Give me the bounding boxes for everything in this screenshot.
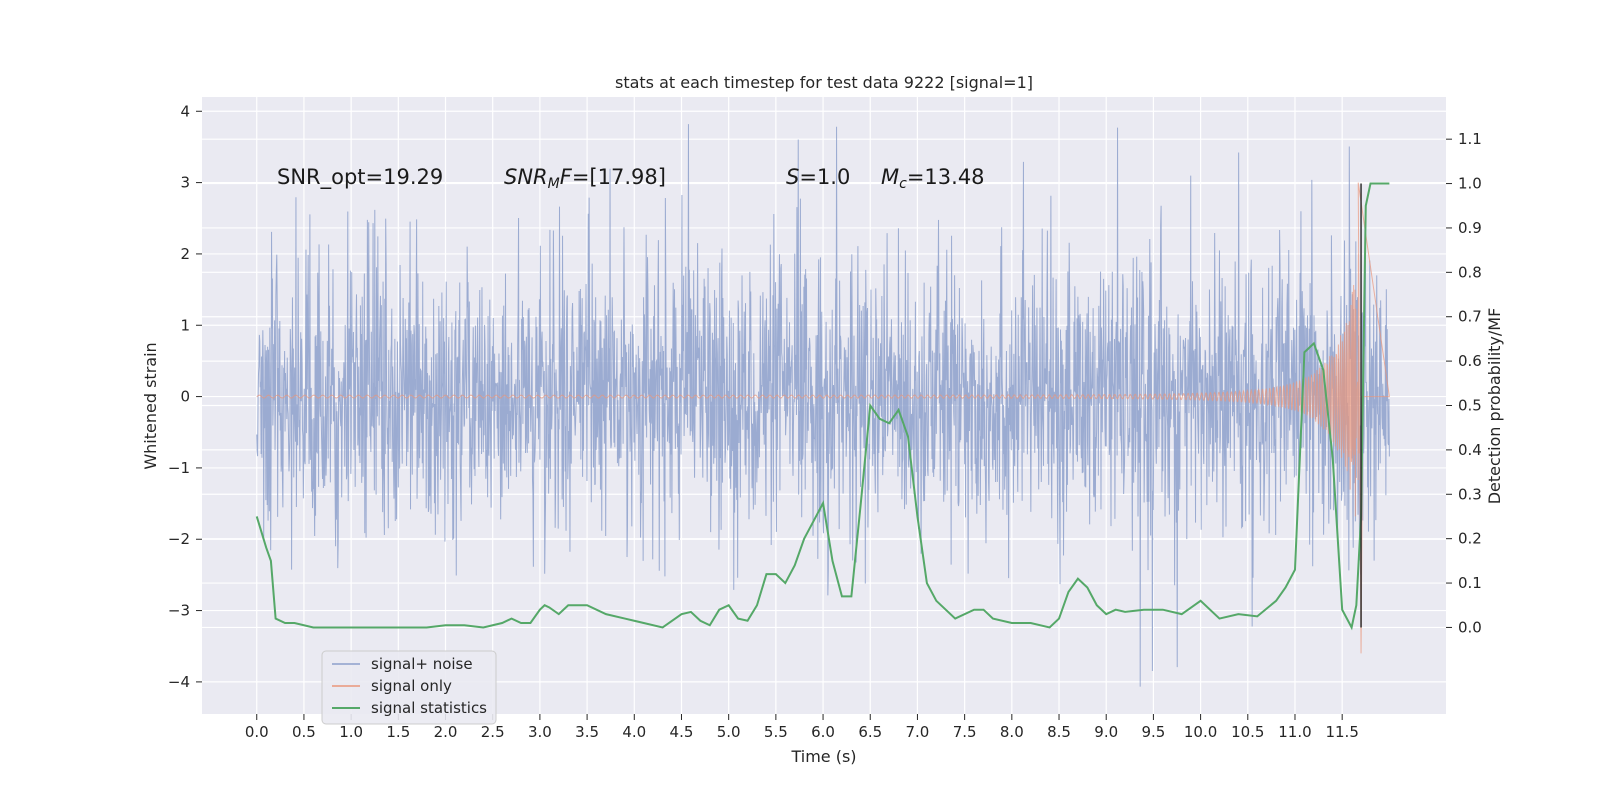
legend-label-signal: signal only: [371, 677, 452, 695]
y-left-tick-label: −1: [168, 459, 190, 477]
series-signal-noise: [256, 124, 1390, 687]
x-tick-label: 9.5: [1141, 723, 1165, 741]
x-tick-label: 8.5: [1047, 723, 1071, 741]
x-tick-label: 11.5: [1325, 723, 1358, 741]
y-right-axis-label: Detection probability/MF: [1485, 308, 1504, 505]
x-tick-label: 2.0: [434, 723, 458, 741]
x-tick-label: 1.0: [339, 723, 363, 741]
x-tick-label: 4.0: [622, 723, 646, 741]
annotation-s: S=1.0: [786, 165, 850, 189]
legend-label-stat: signal statistics: [371, 699, 487, 717]
annotation-snr-mf-sub: M: [548, 176, 560, 192]
legend: signal+ noise signal only signal statist…: [321, 650, 497, 725]
x-tick-label: 2.5: [481, 723, 505, 741]
y-right-tick-label: 0.0: [1458, 618, 1482, 636]
annotation-snr-mf-main: SNR: [504, 165, 548, 189]
y-left-tick-label: 0: [180, 388, 190, 406]
x-tick-label: 3.5: [575, 723, 599, 741]
x-tick-label: 10.0: [1184, 723, 1217, 741]
x-tick-label: 0.5: [292, 723, 316, 741]
y-left-tick-label: 4: [180, 102, 190, 120]
annotation-s-var: S: [786, 165, 799, 189]
x-tick-label: 4.5: [670, 723, 694, 741]
x-tick-label: 7.0: [906, 723, 930, 741]
x-tick-label: 8.0: [1000, 723, 1024, 741]
x-axis-label: Time (s): [790, 747, 856, 766]
x-tick-label: 10.5: [1231, 723, 1264, 741]
annotation-s-rest: =1.0: [799, 165, 850, 189]
y-left-tick-label: 1: [180, 316, 190, 334]
annotation-snr-mf-rest: F=[17.98]: [560, 165, 666, 189]
annotation-mc-var: M: [881, 165, 899, 189]
x-tick-label: 6.0: [811, 723, 835, 741]
y-right-tick-label: 0.9: [1458, 219, 1482, 237]
x-tick-label: 5.5: [764, 723, 788, 741]
y-left-tick-label: −2: [168, 530, 190, 548]
y-right-tick-label: 0.6: [1458, 352, 1482, 370]
x-tick-label: 6.5: [858, 723, 882, 741]
annotation-mc-rest: =13.48: [907, 165, 985, 189]
y-right-tick-label: 1.1: [1458, 130, 1482, 148]
x-tick-label: 9.0: [1094, 723, 1118, 741]
x-tick-label: 1.5: [386, 723, 410, 741]
annotation-snr-mf: SNRMF=[17.98]: [504, 165, 666, 192]
y-right-tick-label: 0.8: [1458, 263, 1482, 281]
x-tick-label: 0.0: [245, 723, 269, 741]
y-right-tick-label: 0.7: [1458, 308, 1482, 326]
x-tick-label: 5.0: [717, 723, 741, 741]
legend-box: [321, 650, 497, 725]
y-left-tick-label: 2: [180, 245, 190, 263]
y-left-tick-label: −4: [168, 673, 190, 691]
y-left-tick-label: 3: [180, 174, 190, 192]
y-left-axis-ticks: −4 −3 −2 −1 0 1 2 3 4: [168, 102, 202, 691]
y-right-tick-label: 0.5: [1458, 397, 1482, 415]
annotation-snr-mf-rest-f: F: [560, 165, 573, 189]
x-tick-label: 3.0: [528, 723, 552, 741]
series-signal-statistics: [255, 182, 1390, 631]
x-tick-label: 11.0: [1278, 723, 1311, 741]
annotation-mc-sub: c: [899, 176, 907, 192]
annotation-mc: Mc=13.48: [881, 165, 985, 192]
y-right-tick-label: 0.4: [1458, 441, 1482, 459]
legend-label-noise: signal+ noise: [371, 655, 473, 673]
series-signal-only: [256, 182, 1390, 654]
y-right-tick-label: 1.0: [1458, 175, 1482, 193]
x-tick-label: 7.5: [953, 723, 977, 741]
y-right-tick-label: 0.2: [1458, 530, 1482, 548]
y-left-tick-label: −3: [168, 602, 190, 620]
y-right-axis-ticks: 0.0 0.1 0.2 0.3 0.4 0.5 0.6 0.7 0.8 0.9 1.0 1.1: [1446, 130, 1482, 636]
y-right-tick-label: 0.3: [1458, 485, 1482, 503]
y-right-tick-label: 0.1: [1458, 574, 1482, 592]
x-axis-ticks: 0.0 0.5 1.0 1.5 2.0 2.5 3.0 3.5 4.0 4.5 5.0 5.5 6.0 6…: [245, 714, 1359, 741]
y-left-axis-label: Whitened strain: [141, 342, 160, 469]
annotation-snr-opt: SNR_opt=19.29: [277, 165, 443, 190]
chart-title: stats at each timestep for test data 922…: [615, 73, 1033, 92]
